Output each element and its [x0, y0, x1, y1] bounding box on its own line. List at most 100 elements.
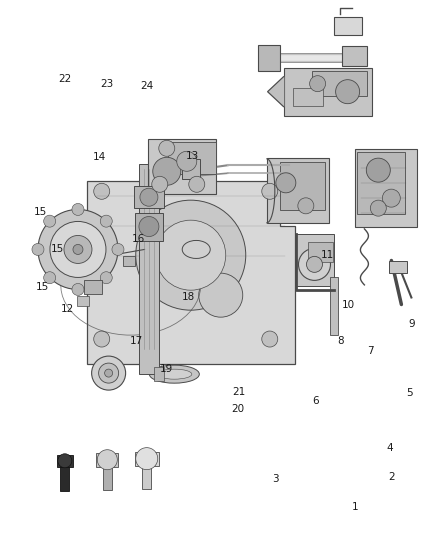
Bar: [181, 159, 200, 179]
Circle shape: [94, 331, 110, 347]
Ellipse shape: [149, 365, 199, 383]
Circle shape: [307, 256, 322, 272]
Circle shape: [58, 454, 72, 468]
Circle shape: [136, 200, 246, 310]
Bar: [297, 234, 334, 286]
Text: 10: 10: [342, 301, 355, 310]
Circle shape: [44, 272, 56, 284]
Circle shape: [64, 236, 92, 263]
Text: 15: 15: [36, 282, 49, 292]
Text: 8: 8: [337, 336, 344, 346]
Text: 4: 4: [386, 443, 393, 453]
Circle shape: [100, 272, 112, 284]
Text: 14: 14: [93, 152, 106, 162]
Circle shape: [73, 245, 83, 254]
Bar: [142, 461, 151, 489]
Bar: [284, 68, 371, 116]
Circle shape: [159, 140, 175, 156]
Text: 5: 5: [406, 388, 413, 398]
Bar: [139, 164, 159, 374]
Text: 19: 19: [160, 364, 173, 374]
Bar: [308, 242, 333, 262]
Circle shape: [370, 200, 386, 216]
Bar: [330, 278, 338, 335]
Circle shape: [366, 158, 390, 182]
Circle shape: [100, 215, 112, 227]
Ellipse shape: [157, 369, 192, 379]
Bar: [135, 451, 159, 466]
Text: 2: 2: [389, 472, 396, 482]
Bar: [267, 158, 329, 223]
Bar: [96, 453, 118, 467]
Ellipse shape: [182, 240, 210, 259]
Circle shape: [72, 284, 84, 295]
Text: 1: 1: [351, 503, 358, 512]
Text: 18: 18: [182, 292, 195, 302]
Text: 17: 17: [130, 336, 143, 346]
Bar: [123, 256, 135, 266]
Circle shape: [99, 363, 119, 383]
Text: 20: 20: [231, 405, 244, 414]
Text: 15: 15: [34, 207, 47, 217]
Bar: [60, 463, 69, 491]
Bar: [355, 149, 417, 227]
Bar: [258, 45, 280, 70]
Circle shape: [50, 221, 106, 278]
Text: 3: 3: [272, 474, 279, 483]
Text: 13: 13: [186, 151, 199, 160]
Bar: [312, 71, 367, 96]
Circle shape: [44, 215, 56, 227]
Circle shape: [139, 216, 159, 237]
Circle shape: [153, 157, 181, 185]
Text: 7: 7: [367, 346, 374, 356]
Circle shape: [177, 151, 197, 171]
Circle shape: [152, 176, 168, 192]
Circle shape: [310, 76, 325, 92]
Polygon shape: [268, 77, 284, 107]
Circle shape: [105, 369, 113, 377]
Circle shape: [156, 220, 226, 290]
Circle shape: [298, 198, 314, 214]
Circle shape: [262, 183, 278, 199]
Bar: [57, 455, 73, 467]
Text: 23: 23: [101, 79, 114, 89]
Circle shape: [336, 79, 360, 104]
Circle shape: [92, 356, 126, 390]
Bar: [280, 162, 325, 210]
Circle shape: [38, 209, 118, 289]
Circle shape: [298, 248, 331, 280]
Text: 15: 15: [50, 245, 64, 254]
Bar: [357, 152, 405, 214]
Circle shape: [136, 448, 158, 470]
Text: 12: 12: [61, 304, 74, 314]
Circle shape: [94, 183, 110, 199]
Bar: [168, 142, 216, 174]
Circle shape: [72, 204, 84, 215]
Text: 24: 24: [140, 82, 153, 91]
Text: 22: 22: [58, 74, 71, 84]
Text: 6: 6: [312, 396, 319, 406]
Bar: [389, 262, 407, 273]
Text: 11: 11: [321, 250, 334, 260]
Text: 16: 16: [131, 234, 145, 244]
Bar: [342, 46, 367, 66]
Text: 9: 9: [408, 319, 415, 328]
Circle shape: [199, 273, 243, 317]
Text: 21: 21: [232, 387, 245, 397]
Bar: [77, 296, 89, 306]
Bar: [135, 213, 163, 240]
Bar: [84, 280, 102, 294]
Circle shape: [32, 244, 44, 255]
Circle shape: [140, 188, 158, 206]
Bar: [148, 139, 216, 194]
Bar: [154, 367, 164, 381]
Circle shape: [189, 176, 205, 192]
Circle shape: [97, 450, 117, 470]
Circle shape: [262, 331, 278, 347]
Polygon shape: [87, 181, 295, 364]
Bar: [134, 186, 164, 208]
Bar: [334, 17, 362, 35]
Circle shape: [276, 173, 296, 193]
Circle shape: [112, 244, 124, 255]
Circle shape: [382, 189, 400, 207]
